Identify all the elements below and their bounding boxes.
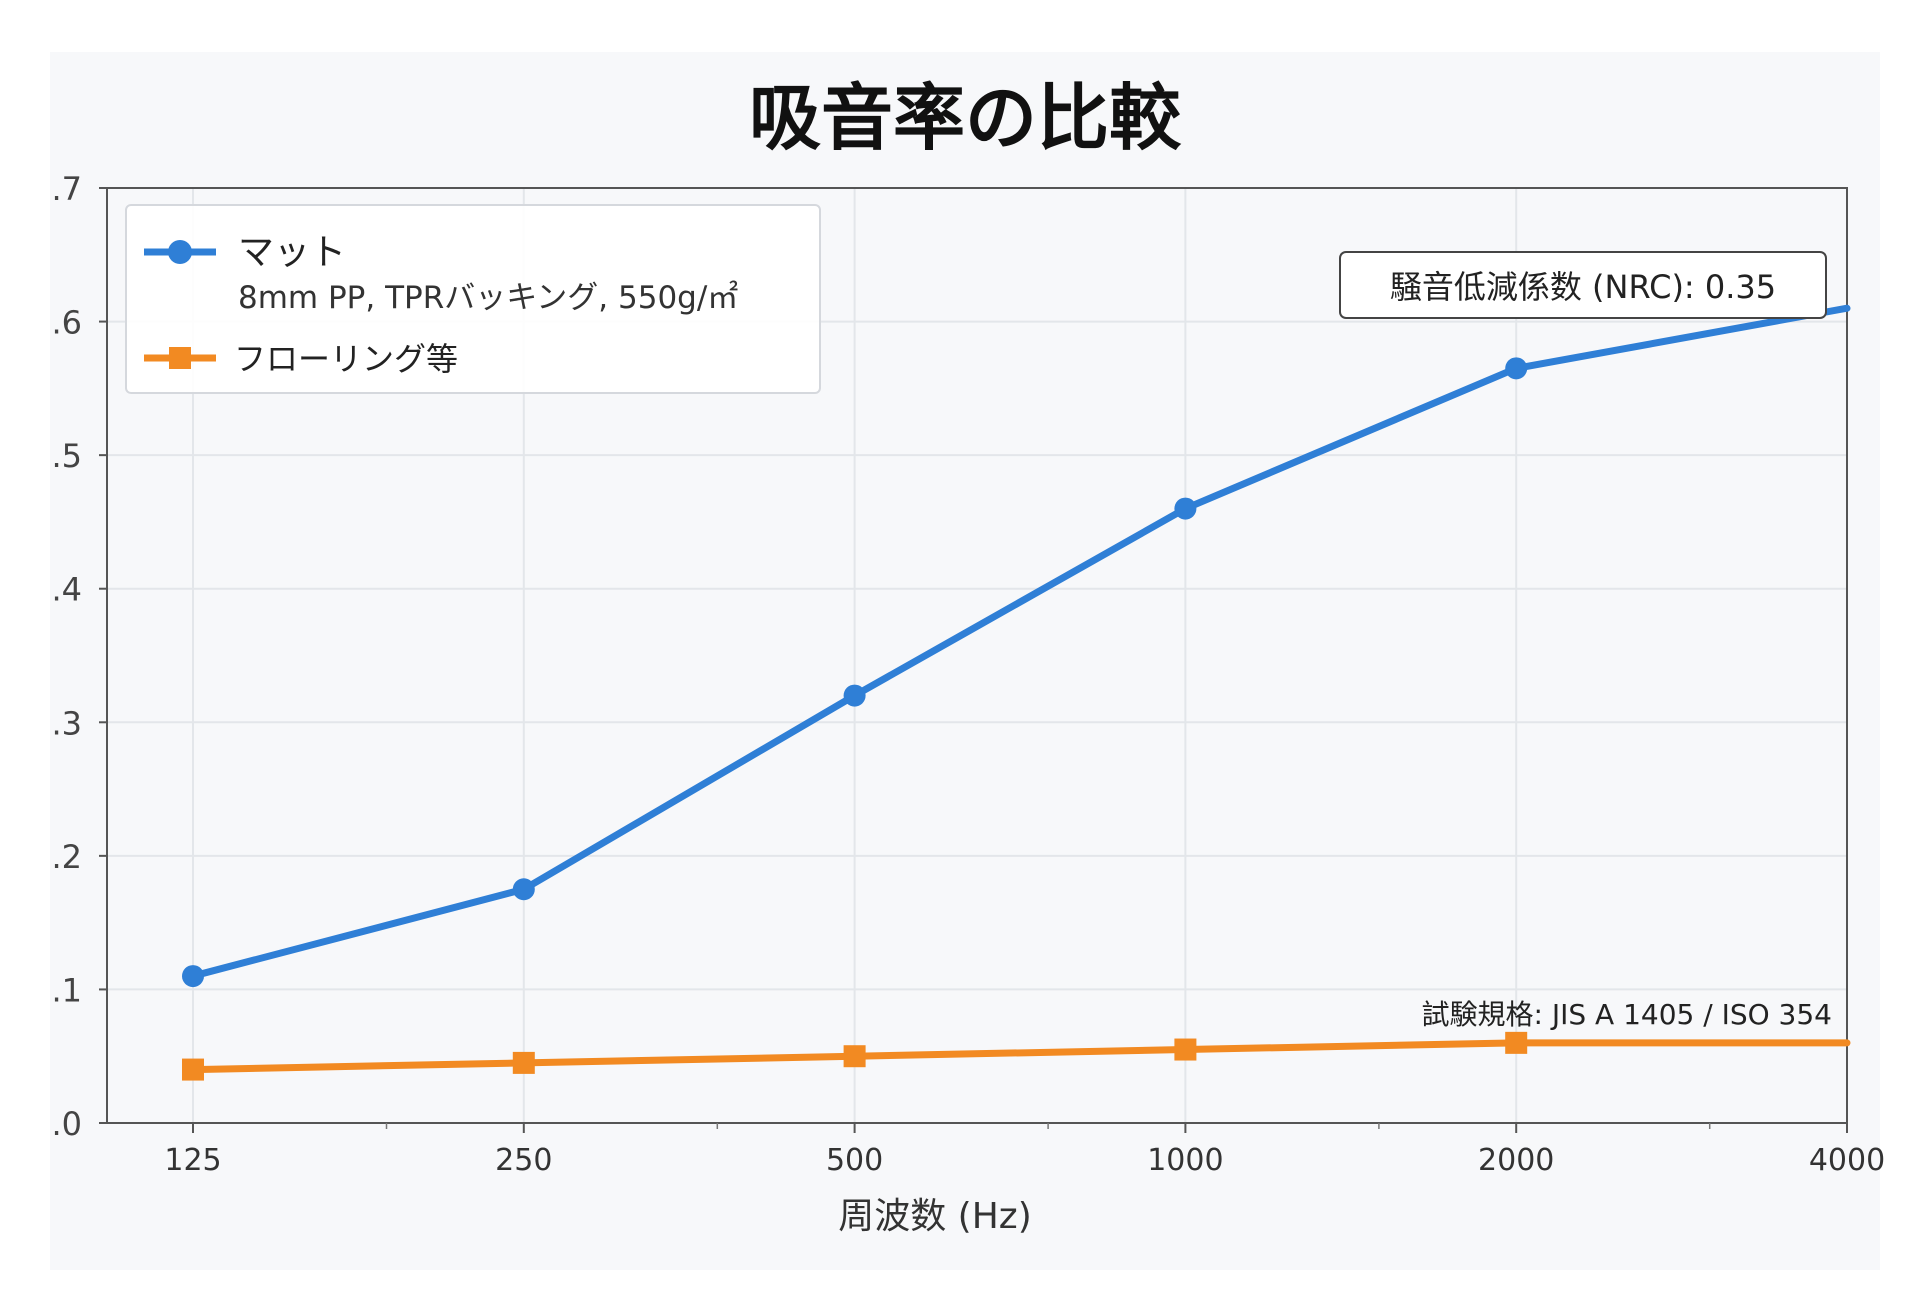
- x-tick-label: 2000: [1478, 1143, 1554, 1178]
- data-point: [1174, 1038, 1197, 1061]
- data-point: [1505, 357, 1528, 380]
- x-axis-label: 周波数 (Hz): [838, 1196, 1032, 1237]
- y-tick-label: .4: [51, 571, 82, 609]
- data-point: [512, 878, 535, 901]
- data-point: [182, 965, 204, 988]
- data-point: [512, 1051, 535, 1074]
- legend-sublabel-mat: 8mm PP, TPRバッキング, 550g/㎡: [238, 280, 738, 316]
- x-tick-label: 1000: [1147, 1143, 1223, 1178]
- x-tick-label: 4000: [1809, 1143, 1885, 1178]
- data-point: [843, 1045, 866, 1068]
- legend-marker-flooring: [169, 347, 191, 369]
- series-layer: [182, 304, 1851, 1081]
- y-tick-label: .3: [51, 704, 82, 742]
- y-tick-label: .2: [51, 838, 82, 876]
- series-mat: [182, 304, 1851, 988]
- legend-marker-mat: [168, 240, 192, 264]
- series-flooring: [182, 1031, 1851, 1081]
- y-tick-label: .6: [51, 304, 82, 342]
- legend-box: [125, 204, 821, 394]
- legend-label-flooring: フローリング等: [234, 340, 458, 378]
- legend-label-mat: マット: [238, 232, 346, 273]
- minor-ticks: [385, 1123, 1711, 1129]
- nrc-annotation: 騒音低減係数 (NRC): 0.35: [1339, 251, 1827, 319]
- series-line: [189, 304, 1851, 980]
- y-axis-ticks: .0 .1 .2 .3 .4 .5 .6 .7: [51, 170, 107, 1143]
- data-point: [843, 684, 866, 707]
- chart-title: 吸音率の比較: [749, 76, 1182, 160]
- y-tick-label: .5: [51, 437, 82, 475]
- y-tick-label: .1: [51, 971, 82, 1009]
- nrc-text: 騒音低減係数 (NRC): 0.35: [1390, 268, 1776, 306]
- y-tick-label: .0: [51, 1105, 82, 1143]
- series-line: [189, 1039, 1851, 1074]
- data-point: [1505, 1031, 1528, 1054]
- x-tick-label: 500: [826, 1143, 883, 1178]
- standard-annotation: 試験規格: JIS A 1405 / ISO 354: [1422, 998, 1833, 1031]
- nrc-box: [1339, 251, 1827, 319]
- data-point: [182, 1058, 204, 1081]
- legend: マット 8mm PP, TPRバッキング, 550g/㎡ フローリング等: [125, 204, 821, 394]
- x-axis-ticks: 125 250 500 1000 2000 4000: [164, 1123, 1885, 1178]
- plot-frame: [106, 187, 1848, 1124]
- y-tick-label: .7: [51, 170, 82, 208]
- x-tick-label: 125: [164, 1143, 221, 1178]
- x-tick-label: 250: [495, 1143, 552, 1178]
- data-point: [1174, 497, 1197, 520]
